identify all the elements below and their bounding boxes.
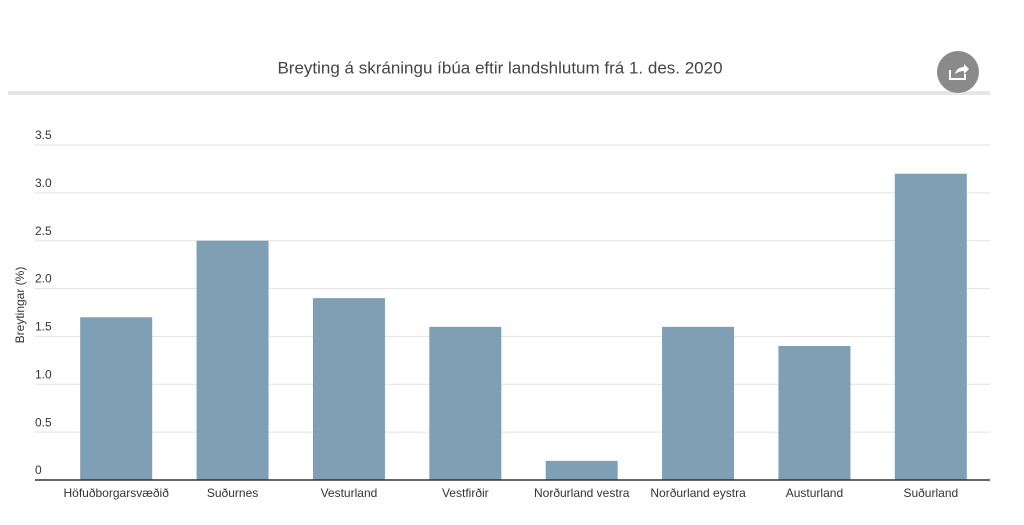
bar bbox=[312, 298, 385, 480]
x-tick-label: Austurland bbox=[786, 486, 843, 500]
share-arrow bbox=[955, 64, 969, 74]
x-tick-label: Suðurland bbox=[903, 486, 958, 500]
x-tick-label: Norðurland vestra bbox=[534, 486, 630, 500]
x-tick-label: Vesturland bbox=[321, 486, 378, 500]
x-tick-label: Vestfirðir bbox=[442, 486, 489, 500]
bar bbox=[429, 326, 502, 480]
y-tick-label: 3.0 bbox=[35, 176, 52, 190]
bar bbox=[778, 346, 851, 480]
bar bbox=[80, 317, 153, 480]
y-tick-label: 0.5 bbox=[35, 415, 52, 429]
y-axis-title: Breytingar (%) bbox=[13, 267, 27, 344]
bar bbox=[545, 460, 618, 480]
y-tick-label: 1.5 bbox=[35, 320, 52, 334]
y-tick-label: 3.5 bbox=[35, 128, 52, 142]
y-tick-label: 2.5 bbox=[35, 224, 52, 238]
y-tick-label: 1.0 bbox=[35, 367, 52, 381]
share-icon bbox=[949, 70, 966, 80]
title-separator bbox=[8, 91, 990, 95]
bar bbox=[196, 240, 269, 480]
x-tick-label: Höfuðborgarsvæðið bbox=[63, 486, 169, 500]
bar bbox=[894, 173, 967, 480]
x-tick-label: Suðurnes bbox=[207, 486, 258, 500]
chart-title: Breyting á skráningu íbúa eftir landshlu… bbox=[277, 58, 722, 77]
y-tick-label: 0 bbox=[35, 463, 42, 477]
share-button[interactable] bbox=[937, 51, 979, 93]
bar bbox=[662, 326, 735, 480]
y-tick-label: 2.0 bbox=[35, 272, 52, 286]
x-tick-label: Norðurland eystra bbox=[650, 486, 746, 500]
